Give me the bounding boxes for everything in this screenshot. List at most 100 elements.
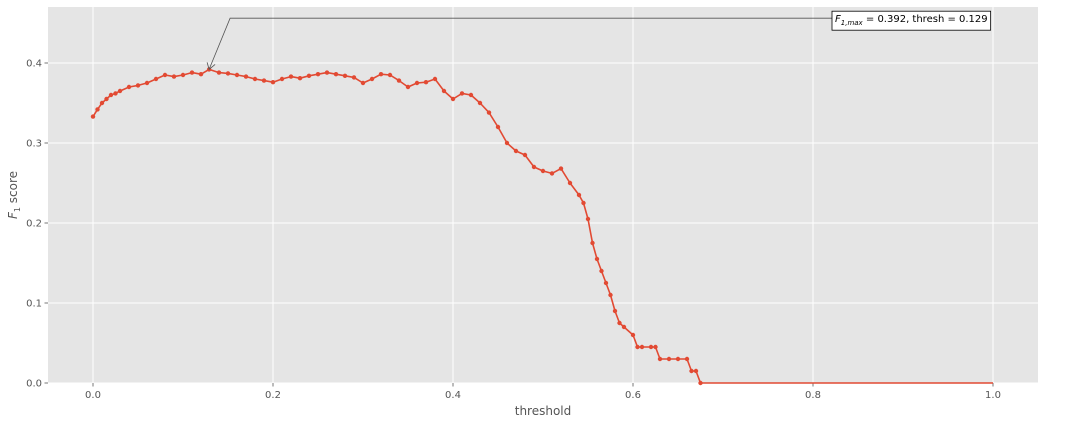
data-point [117, 88, 123, 94]
data-point [113, 91, 118, 96]
data-point [576, 192, 582, 198]
data-point [581, 200, 586, 206]
data-point [306, 73, 312, 79]
y-axis-label: F1 score [6, 171, 22, 219]
data-point [567, 180, 573, 186]
data-point [405, 84, 411, 90]
data-point [252, 76, 258, 82]
data-point [369, 76, 375, 82]
data-point [689, 368, 694, 374]
data-point [617, 320, 622, 326]
data-point [675, 356, 681, 362]
data-point [270, 80, 276, 85]
data-point [558, 166, 564, 171]
data-point [684, 356, 690, 362]
data-point [144, 80, 150, 86]
data-point [522, 152, 528, 158]
data-point [459, 91, 465, 96]
data-point [635, 344, 640, 350]
data-point [153, 76, 159, 82]
data-point [324, 70, 330, 75]
data-point [608, 292, 613, 298]
data-point [599, 268, 604, 274]
data-point [315, 72, 321, 77]
y-tick-label: 0.3 [26, 139, 42, 150]
data-point [99, 100, 105, 106]
data-point [351, 75, 357, 80]
data-point [585, 216, 591, 222]
data-point [126, 84, 132, 90]
x-axis-label: threshold [515, 404, 572, 418]
data-point [594, 256, 600, 262]
data-point [95, 107, 100, 112]
data-point [225, 71, 231, 76]
x-tick-label: 0.6 [625, 390, 641, 401]
x-tick-label: 0.0 [85, 390, 101, 401]
data-point [333, 72, 339, 77]
arrow-head [206, 62, 216, 71]
data-point [639, 344, 645, 350]
data-point [486, 110, 492, 115]
y-tick-label: 0.1 [26, 299, 42, 310]
data-point [698, 380, 703, 386]
data-point [360, 80, 366, 86]
data-point [387, 72, 393, 78]
data-point [378, 72, 384, 77]
data-point [657, 356, 663, 362]
data-point [162, 72, 168, 78]
data-point [261, 78, 267, 83]
data-point [288, 74, 294, 79]
x-tick-label: 0.8 [805, 390, 821, 401]
data-point [180, 72, 186, 78]
data-point [621, 324, 627, 330]
data-point [648, 344, 654, 350]
y-axis-ticks: 0.0 0.1 0.2 0.3 0.4 [26, 59, 48, 390]
data-point [495, 124, 501, 130]
data-point [603, 280, 609, 286]
data-point [243, 74, 249, 79]
data-point [504, 140, 510, 146]
data-point [342, 73, 348, 79]
y-tick-label: 0.0 [26, 379, 42, 390]
f1-series [90, 67, 993, 386]
max-annotation: F1,max = 0.392, thresh = 0.129 [206, 10, 992, 71]
data-point [135, 83, 141, 88]
x-tick-label: 1.0 [985, 390, 1001, 401]
data-point [630, 332, 636, 338]
data-point [653, 344, 658, 350]
data-point [693, 368, 699, 374]
x-axis-ticks: 0.0 0.2 0.4 0.6 0.8 1.0 [85, 383, 1001, 401]
annotation-arrow [208, 17, 834, 70]
data-point [513, 148, 519, 154]
data-point [414, 80, 420, 86]
data-point [279, 76, 285, 82]
data-point [468, 92, 474, 98]
annotation-box [831, 10, 992, 31]
data-point [198, 72, 204, 77]
x-tick-label: 0.4 [445, 390, 461, 401]
data-point [104, 96, 109, 102]
data-point [450, 96, 456, 102]
data-point [297, 76, 303, 81]
data-point [441, 88, 447, 94]
data-point [549, 171, 555, 176]
x-tick-label: 0.2 [265, 390, 281, 401]
data-point [423, 80, 429, 85]
data-point [171, 74, 177, 79]
y-tick-label: 0.2 [26, 219, 42, 230]
data-point [216, 70, 222, 75]
data-point [531, 164, 537, 170]
data-point [666, 356, 672, 362]
data-point [396, 78, 402, 83]
data-point [189, 70, 195, 75]
data-point [612, 308, 618, 314]
data-point [540, 168, 546, 174]
data-point [234, 72, 240, 78]
data-point [590, 240, 595, 246]
y-tick-label: 0.4 [26, 59, 42, 70]
data-point [432, 76, 438, 82]
data-point [90, 114, 96, 119]
data-point [108, 92, 114, 98]
plot-background [48, 7, 1038, 383]
